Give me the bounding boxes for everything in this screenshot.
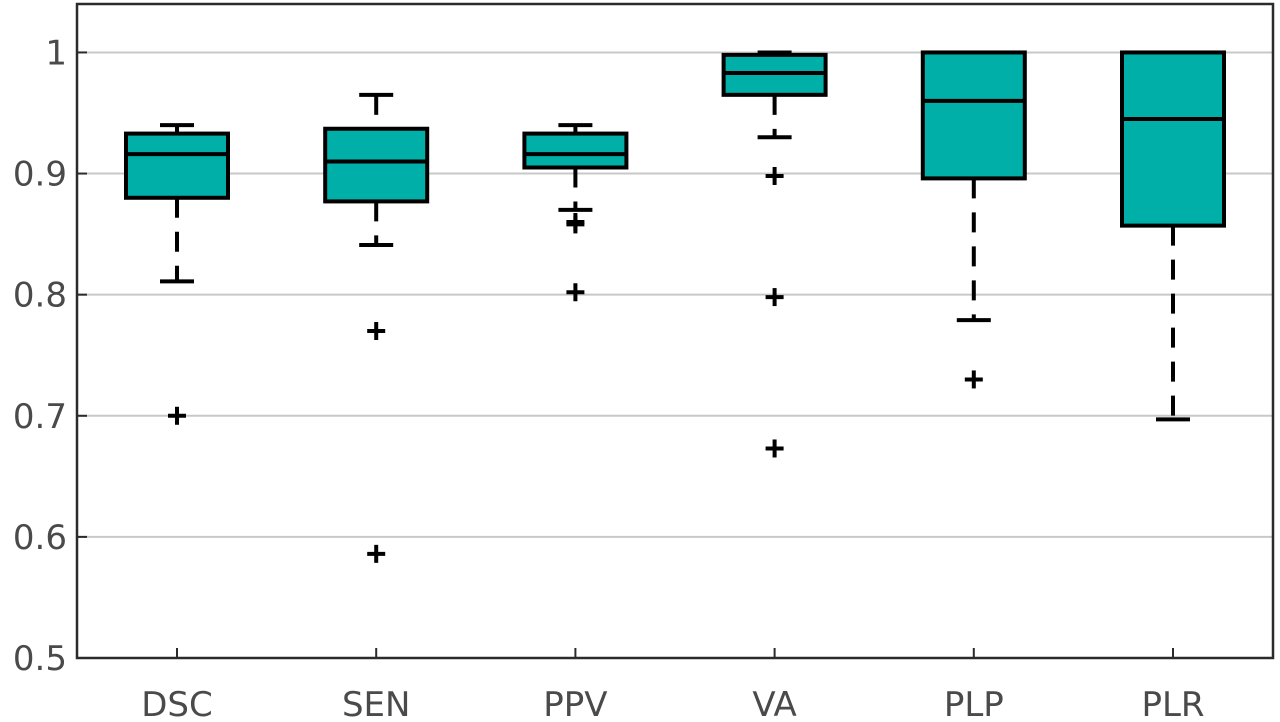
boxes-layer xyxy=(124,50,1226,563)
outlier-marker xyxy=(964,370,983,389)
outlier-marker xyxy=(367,544,386,563)
y-tick-label: 0.9 xyxy=(13,155,67,195)
box-group-dsc xyxy=(124,123,230,425)
y-tick-label: 0.7 xyxy=(13,397,67,437)
grid-lines xyxy=(77,51,1273,538)
x-tick-label: PPV xyxy=(543,685,607,722)
plot-frame xyxy=(75,2,1275,660)
outlier-marker xyxy=(765,288,784,307)
x-tick-label: SEN xyxy=(342,685,411,722)
plot-background xyxy=(77,4,1273,658)
box-group-va xyxy=(721,50,828,458)
outlier-marker xyxy=(765,166,784,185)
outlier-marker xyxy=(765,439,784,458)
y-tick-label: 0.8 xyxy=(13,276,67,316)
x-tick-label: DSC xyxy=(141,685,213,722)
box-plr xyxy=(1120,50,1226,228)
x-tick-label: PLR xyxy=(1141,685,1204,722)
box-group-plp xyxy=(920,50,1027,389)
box-group-ppv xyxy=(522,123,629,302)
x-axis-ticks: DSC SEN PPV VA PLP PLR xyxy=(141,648,1205,722)
y-tick-label: 0.5 xyxy=(13,639,67,679)
box-group-plr xyxy=(1120,50,1226,422)
outlier-marker xyxy=(367,322,386,340)
y-tick-label: 1 xyxy=(45,33,67,73)
y-axis-ticks: 0.5 0.6 0.7 0.8 0.9 1 xyxy=(13,33,87,679)
box-sen xyxy=(323,126,430,204)
box-dsc xyxy=(124,131,230,200)
box-plp xyxy=(920,50,1027,181)
outlier-marker xyxy=(566,283,585,302)
outlier-marker xyxy=(168,406,186,425)
x-tick-label: VA xyxy=(752,685,796,722)
y-tick-label: 0.6 xyxy=(13,518,67,558)
outlier-marker xyxy=(566,215,585,234)
box-group-sen xyxy=(323,92,430,563)
box-ppv xyxy=(522,131,629,170)
x-tick-label: PLP xyxy=(944,685,1004,722)
